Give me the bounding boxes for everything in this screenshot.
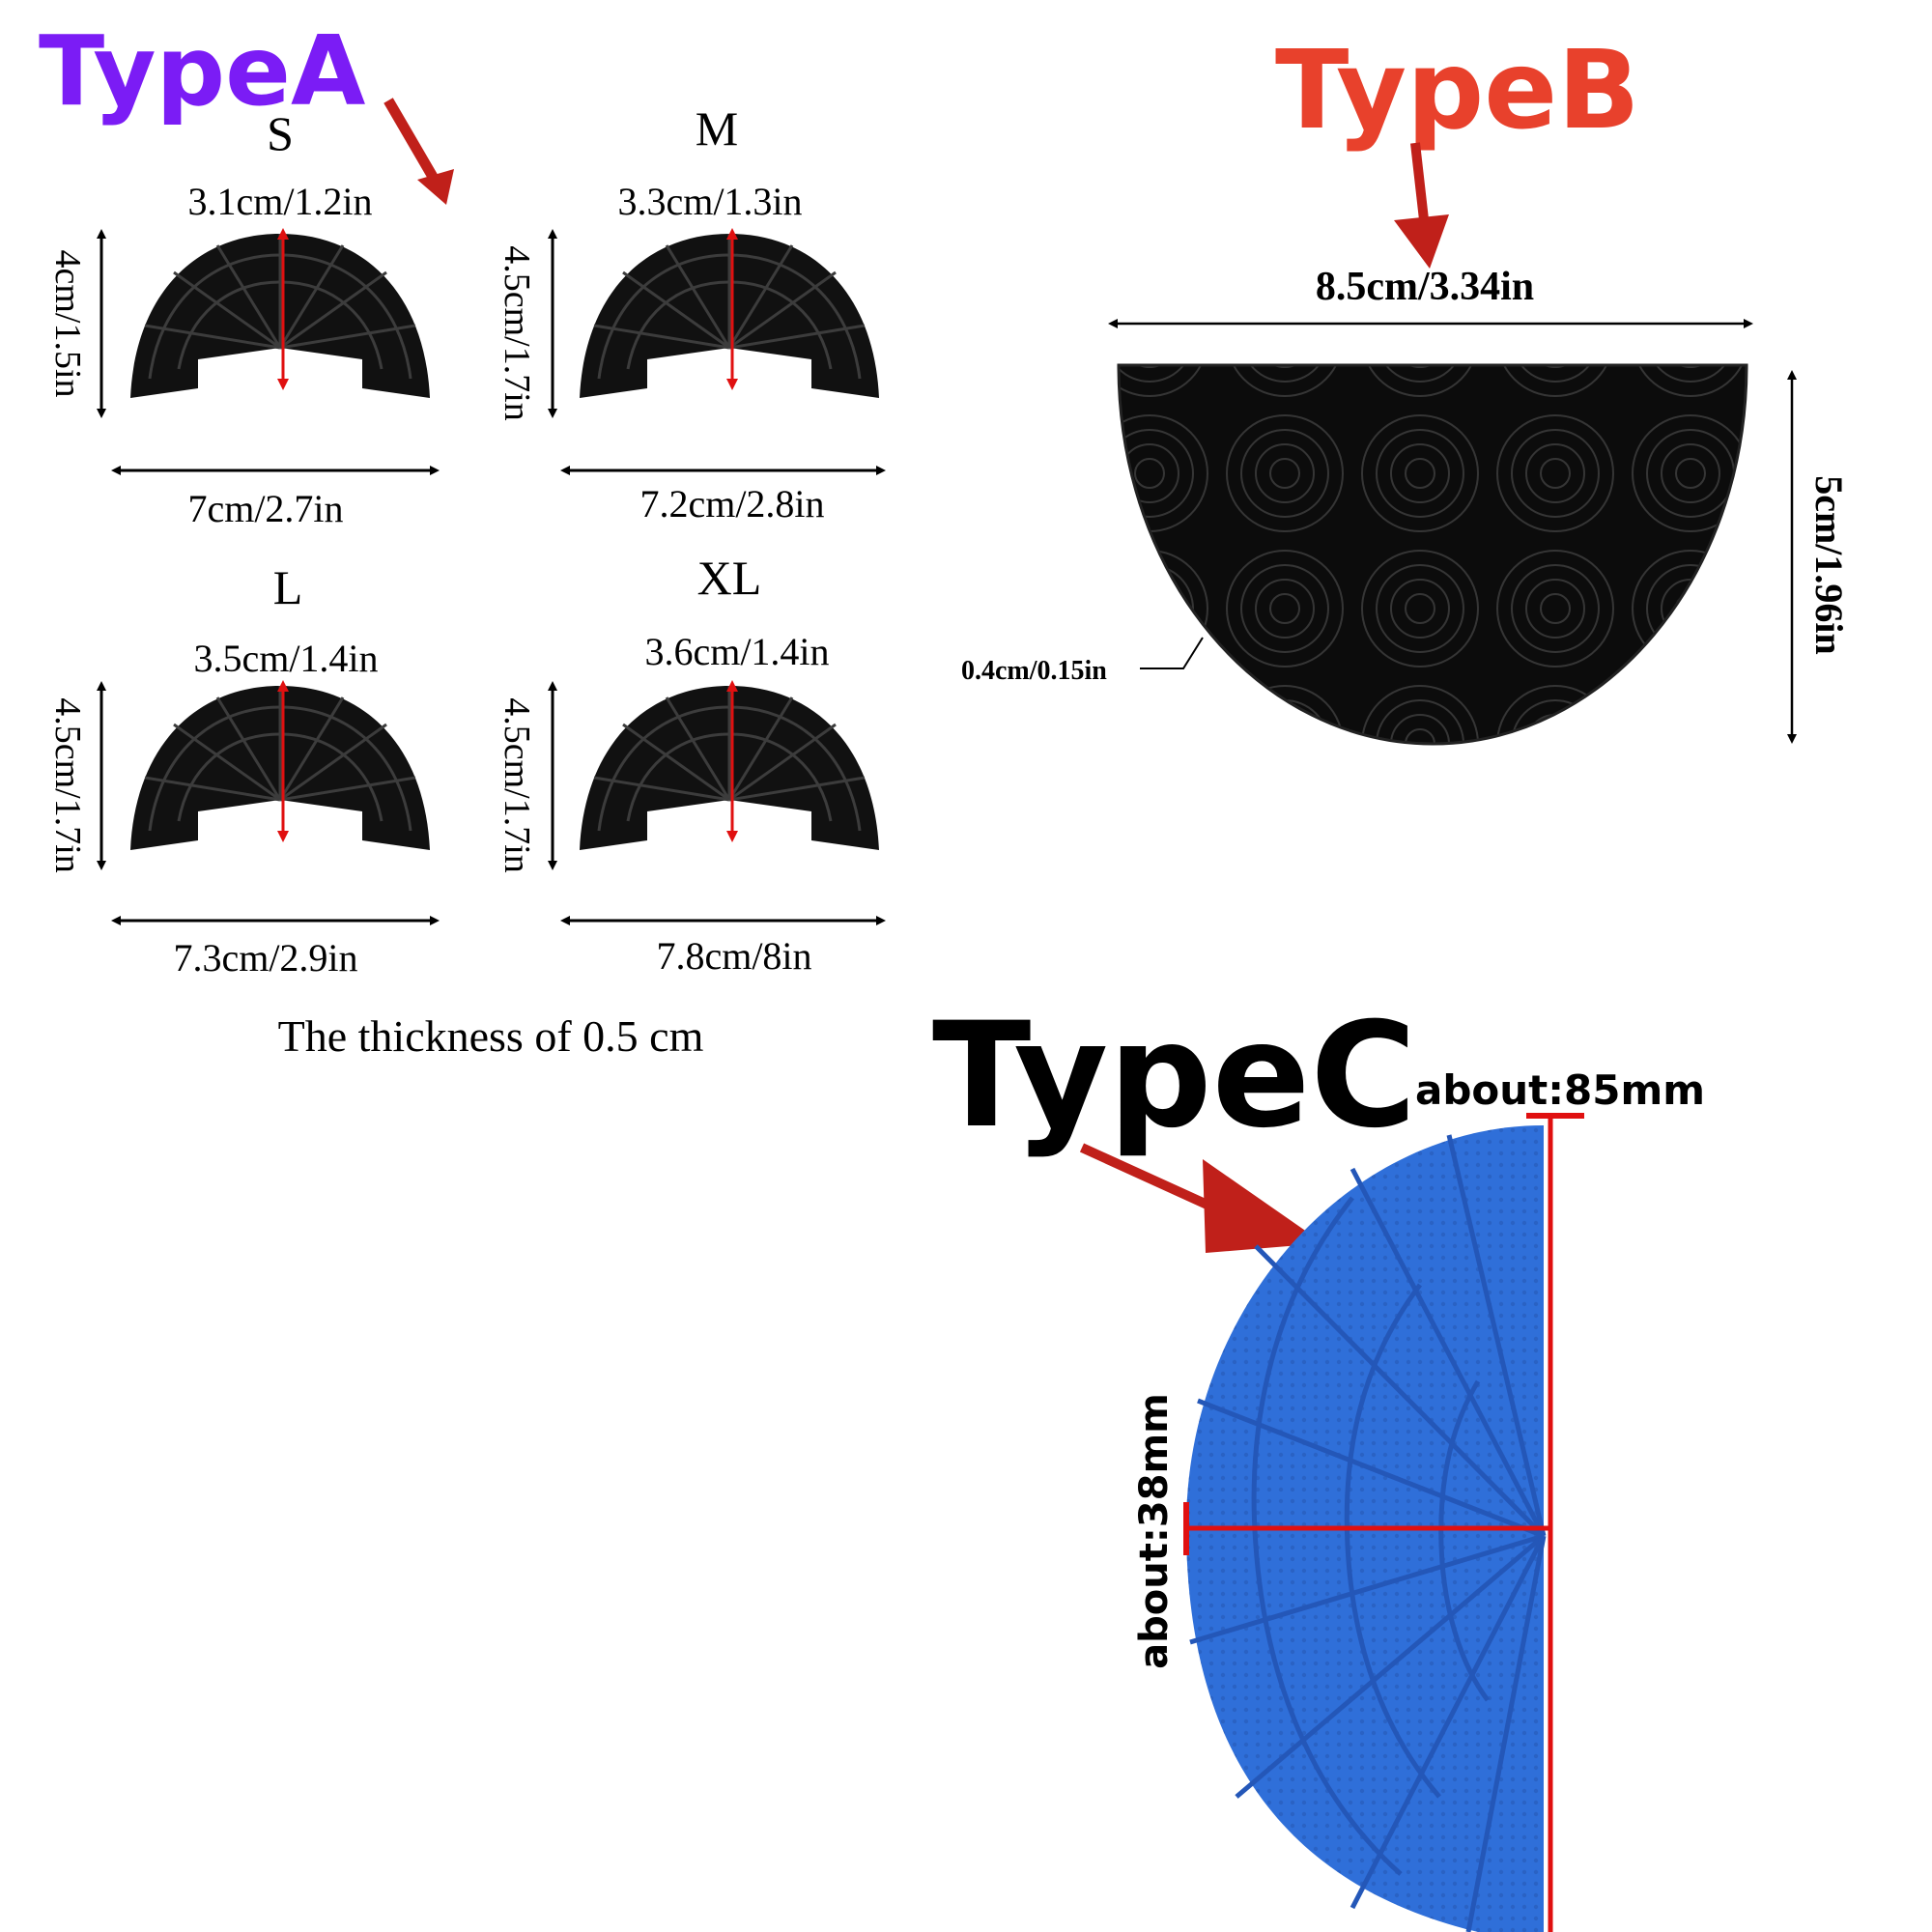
size-m-bottom-width: 7.2cm/2.8in [639, 482, 824, 526]
size-l-height: 4.5cm/1.7in [47, 697, 88, 873]
size-m-top-width: 3.3cm/1.3in [617, 180, 802, 223]
thickness-note: The thickness of 0.5 cm [278, 1011, 704, 1061]
type-b-thickness-leader [1140, 637, 1204, 669]
heel-pad-m-image [578, 232, 881, 400]
size-l-bottom-width: 7.3cm/2.9in [173, 936, 357, 980]
size-s-label: S [267, 106, 294, 160]
type-a-pointer-arrow-head [417, 169, 454, 205]
size-xl-panel: XL 3.6cm/1.4in 4.5cm/1.7in 7.8cm/8in [497, 551, 886, 978]
type-c-radius-label: about:38mm [1132, 1393, 1177, 1669]
type-c-title: TypeC [932, 992, 1417, 1160]
size-xl-label: XL [697, 551, 762, 605]
size-xl-height: 4.5cm/1.7in [497, 697, 537, 873]
type-c-pointer-arrow-head [1203, 1159, 1323, 1253]
size-s-bottom-width: 7cm/2.7in [187, 487, 343, 530]
size-m-panel: M 3.3cm/1.3in 4.5cm/1.7in 7.2cm/2.8in [497, 101, 886, 526]
size-m-label: M [696, 101, 738, 156]
size-l-label: L [273, 560, 303, 614]
size-xl-top-width: 3.6cm/1.4in [644, 630, 829, 673]
type-b-title: TypeB [1275, 28, 1640, 154]
size-s-height: 4cm/1.5in [47, 249, 88, 397]
size-l-top-width: 3.5cm/1.4in [193, 637, 378, 680]
type-c-length-label: about:85mm [1415, 1066, 1705, 1114]
type-b-height-label: 5cm/1.96in [1807, 475, 1851, 655]
size-l-panel: L 3.5cm/1.4in 4.5cm/1.7in 7.3cm/2.9in [47, 560, 440, 980]
size-s-panel: S 3.1cm/1.2in 4cm/1.5in 7cm/2.7in [47, 106, 440, 530]
type-a-pointer-arrow-shaft [384, 98, 444, 191]
type-b-thickness-label: 0.4cm/0.15in [961, 656, 1107, 686]
heel-pad-xl-image [578, 684, 881, 852]
size-xl-bottom-width: 7.8cm/8in [656, 934, 811, 978]
heel-pad-s-image [128, 232, 432, 400]
type-a-title: TypeA [39, 14, 365, 128]
type-b-width-label: 8.5cm/3.34in [1316, 265, 1534, 309]
size-s-top-width: 3.1cm/1.2in [187, 180, 372, 223]
heel-pad-l-image [128, 684, 432, 852]
type-b-pointer-arrow-head [1394, 214, 1449, 269]
type-b-heel-pad-image [1117, 363, 1748, 746]
size-m-height: 4.5cm/1.7in [497, 245, 537, 421]
